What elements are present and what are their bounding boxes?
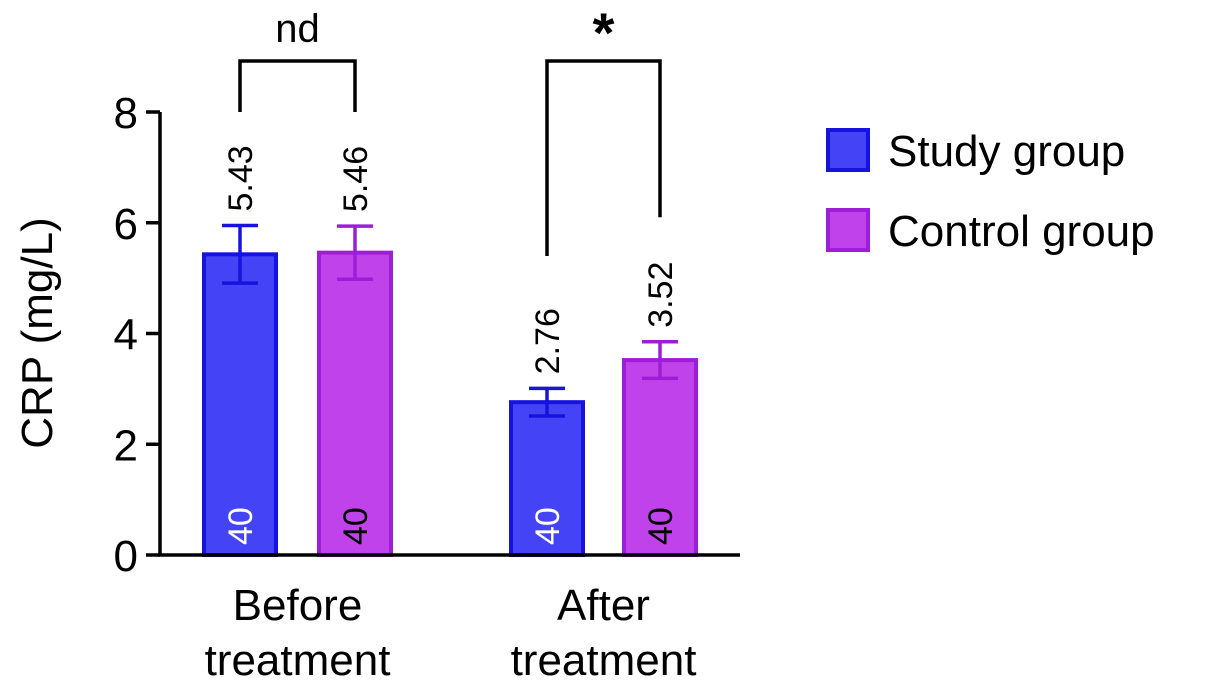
significance-bracket bbox=[545, 59, 662, 256]
legend: Study group Control group bbox=[826, 127, 1155, 256]
bar bbox=[202, 252, 278, 557]
significance-bracket bbox=[238, 59, 357, 112]
bars-layer: 5.43 40 2.76 40 5.46 40 3.52 40 bbox=[202, 145, 698, 558]
n-label: 40 bbox=[222, 507, 260, 545]
n-label: 40 bbox=[337, 507, 375, 545]
bar bbox=[317, 250, 393, 557]
legend-label: Control group bbox=[888, 207, 1155, 256]
y-ticks: 0 2 4 6 8 bbox=[114, 89, 160, 581]
n-label: 40 bbox=[642, 507, 680, 545]
x-category-label: treatment bbox=[511, 636, 697, 685]
legend-swatch bbox=[826, 128, 870, 172]
x-category-label: treatment bbox=[205, 636, 391, 685]
y-tick-label: 0 bbox=[114, 532, 138, 581]
legend-swatch bbox=[826, 208, 870, 252]
value-label: 5.46 bbox=[337, 146, 375, 212]
n-label: 40 bbox=[529, 507, 567, 545]
significance-label: nd bbox=[275, 7, 320, 51]
value-label: 2.76 bbox=[529, 308, 567, 374]
y-axis-title: CRP (mg/L) bbox=[13, 217, 62, 448]
y-tick-label: 8 bbox=[114, 89, 138, 138]
legend-label: Study group bbox=[888, 127, 1125, 176]
significance-brackets: nd * bbox=[238, 1, 662, 256]
significance-label: * bbox=[593, 1, 615, 64]
y-tick-label: 2 bbox=[114, 421, 138, 470]
y-tick-label: 4 bbox=[114, 311, 138, 360]
value-label: 5.43 bbox=[222, 145, 260, 211]
x-category-label: After bbox=[557, 581, 650, 630]
x-category-labels: Before treatment After treatment bbox=[205, 581, 697, 685]
x-category-label: Before bbox=[233, 581, 363, 630]
value-label: 3.52 bbox=[642, 262, 680, 328]
y-tick-label: 6 bbox=[114, 200, 138, 249]
